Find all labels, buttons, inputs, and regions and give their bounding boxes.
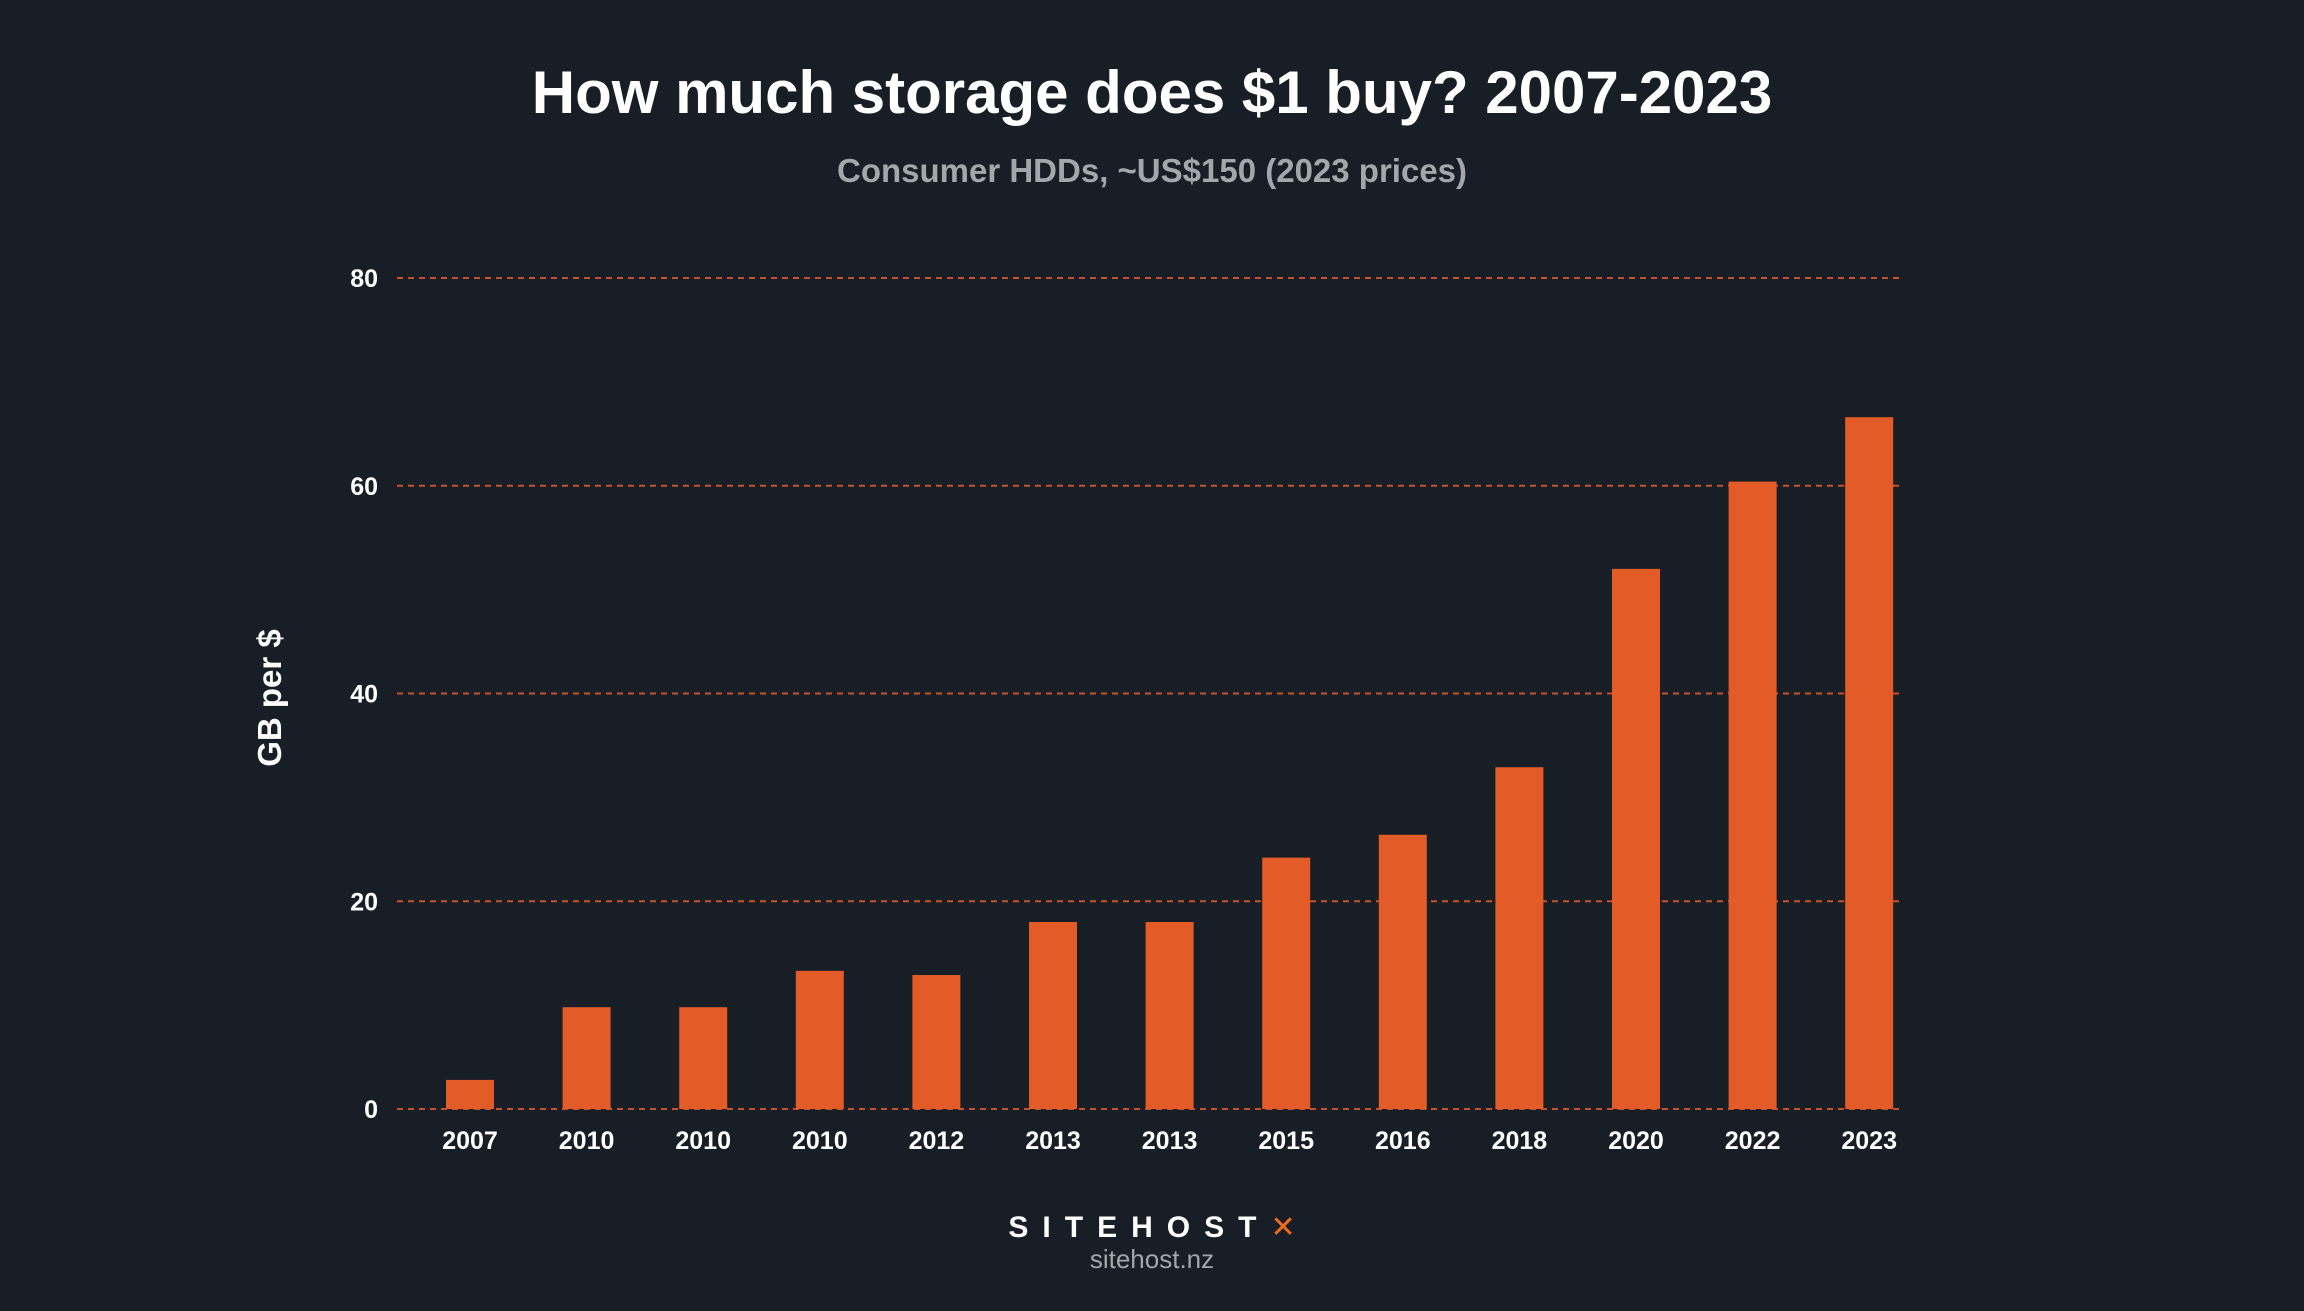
bar xyxy=(562,1007,611,1109)
x-tick-label: 2022 xyxy=(1725,1127,1781,1155)
bar xyxy=(1029,922,1077,1109)
x-tick-label: 2016 xyxy=(1375,1127,1431,1155)
x-tick-label: 2010 xyxy=(675,1127,731,1155)
x-tick-label: 2023 xyxy=(1841,1127,1897,1155)
bar xyxy=(1495,767,1544,1109)
logo-text: SITEHOST xyxy=(1008,1211,1271,1244)
bar xyxy=(1262,857,1311,1109)
x-tick-label: 2010 xyxy=(792,1127,848,1155)
chart-title: How much storage does $1 buy? 2007-2023 xyxy=(531,59,1773,126)
bar xyxy=(795,970,844,1109)
bar xyxy=(679,1007,728,1109)
y-axis-label: GB per $ xyxy=(251,629,288,767)
x-tick-label: 2013 xyxy=(1142,1127,1198,1155)
bar xyxy=(1378,834,1427,1109)
sitehost-logo: SITEHOST✕ xyxy=(0,1210,2304,1245)
x-tick-label: 2015 xyxy=(1258,1127,1314,1155)
x-tick-label: 2018 xyxy=(1492,1127,1548,1155)
bar xyxy=(446,1079,494,1109)
y-tick-label: 60 xyxy=(350,473,378,501)
bar xyxy=(1728,481,1777,1110)
bar xyxy=(1145,922,1194,1109)
footer-url: sitehost.nz xyxy=(1089,1244,1215,1274)
y-tick-label: 40 xyxy=(350,681,378,709)
y-tick-label: 0 xyxy=(364,1096,378,1124)
x-tick-label: 2013 xyxy=(1025,1127,1081,1155)
logo-x-icon: ✕ xyxy=(1270,1211,1296,1244)
bar xyxy=(1845,417,1894,1109)
y-tick-label: 80 xyxy=(350,265,378,293)
x-tick-label: 2007 xyxy=(442,1127,498,1155)
x-tick-label: 2012 xyxy=(909,1127,965,1155)
bar xyxy=(1612,568,1660,1109)
x-tick-label: 2020 xyxy=(1608,1127,1664,1155)
y-tick-label: 20 xyxy=(350,888,378,916)
chart-subtitle: Consumer HDDs, ~US$150 (2023 prices) xyxy=(836,152,1468,189)
x-tick-label: 2010 xyxy=(559,1127,615,1155)
bar xyxy=(912,975,961,1109)
